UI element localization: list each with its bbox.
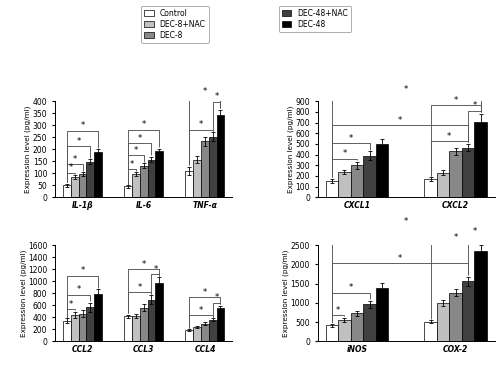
Bar [462, 148, 474, 197]
Bar [201, 324, 209, 341]
Bar [474, 251, 487, 341]
Bar [450, 152, 462, 197]
Text: *: * [134, 146, 138, 154]
Text: *: * [199, 120, 203, 129]
Text: *: * [404, 86, 408, 94]
Bar [63, 185, 71, 197]
Text: *: * [203, 87, 207, 96]
Bar [209, 137, 216, 197]
Text: *: * [142, 120, 146, 129]
Y-axis label: Expression level (pg/ml): Expression level (pg/ml) [282, 250, 289, 337]
Bar [201, 141, 209, 197]
Bar [338, 172, 350, 197]
Text: *: * [203, 288, 207, 297]
Bar [140, 166, 147, 197]
Text: *: * [68, 300, 73, 309]
Bar [78, 174, 86, 197]
Text: *: * [454, 96, 458, 105]
Text: *: * [214, 92, 218, 101]
Bar [71, 177, 78, 197]
Bar [424, 322, 437, 341]
Bar [326, 181, 338, 197]
Text: *: * [138, 134, 142, 143]
Bar [437, 172, 450, 197]
Legend: Control, DEC-8+NAC, DEC-8: Control, DEC-8+NAC, DEC-8 [142, 6, 208, 43]
Text: *: * [404, 217, 408, 226]
Bar [363, 156, 376, 197]
Bar [462, 281, 474, 341]
Bar [437, 303, 450, 341]
Bar [363, 304, 376, 341]
Bar [193, 327, 201, 341]
Text: *: * [336, 306, 340, 315]
Bar [376, 288, 388, 341]
Bar [424, 179, 437, 197]
Text: *: * [68, 163, 73, 172]
Bar [216, 308, 224, 341]
Bar [193, 160, 201, 197]
Text: *: * [138, 283, 142, 292]
Text: *: * [76, 285, 80, 294]
Bar [86, 162, 94, 197]
Text: *: * [80, 122, 84, 130]
Bar [156, 283, 163, 341]
Bar [216, 115, 224, 197]
Text: *: * [76, 136, 80, 146]
Bar [148, 300, 156, 341]
Y-axis label: Expression level (pg/ml): Expression level (pg/ml) [25, 106, 32, 193]
Bar [86, 308, 94, 341]
Legend: DEC-48+NAC, DEC-48: DEC-48+NAC, DEC-48 [279, 6, 351, 32]
Bar [350, 314, 363, 341]
Bar [78, 314, 86, 341]
Bar [474, 122, 487, 197]
Text: *: * [454, 232, 458, 242]
Text: *: * [348, 283, 353, 292]
Bar [132, 174, 140, 197]
Text: *: * [142, 260, 146, 269]
Bar [156, 151, 163, 197]
Bar [63, 321, 71, 341]
Text: *: * [398, 254, 402, 263]
Bar [71, 315, 78, 341]
Text: *: * [130, 160, 134, 169]
Text: *: * [80, 266, 84, 275]
Text: *: * [472, 227, 476, 236]
Text: *: * [348, 134, 353, 143]
Bar [338, 320, 350, 341]
Text: *: * [472, 101, 476, 110]
Bar [124, 316, 132, 341]
Bar [94, 152, 102, 197]
Bar [326, 325, 338, 341]
Bar [209, 320, 216, 341]
Bar [148, 160, 156, 197]
Y-axis label: Expression level (pg/ml): Expression level (pg/ml) [20, 250, 26, 337]
Text: *: * [154, 265, 158, 274]
Bar [140, 308, 147, 341]
Bar [132, 316, 140, 341]
Text: *: * [447, 132, 452, 141]
Text: *: * [398, 116, 402, 125]
Bar [124, 186, 132, 197]
Bar [186, 330, 193, 341]
Text: *: * [214, 293, 218, 302]
Text: *: * [342, 149, 346, 158]
Bar [94, 294, 102, 341]
Text: *: * [199, 306, 203, 315]
Bar [450, 292, 462, 341]
Text: *: * [72, 154, 77, 164]
Y-axis label: Expression level (pg/ml): Expression level (pg/ml) [288, 106, 294, 193]
Bar [376, 144, 388, 197]
Bar [186, 171, 193, 197]
Bar [350, 165, 363, 197]
